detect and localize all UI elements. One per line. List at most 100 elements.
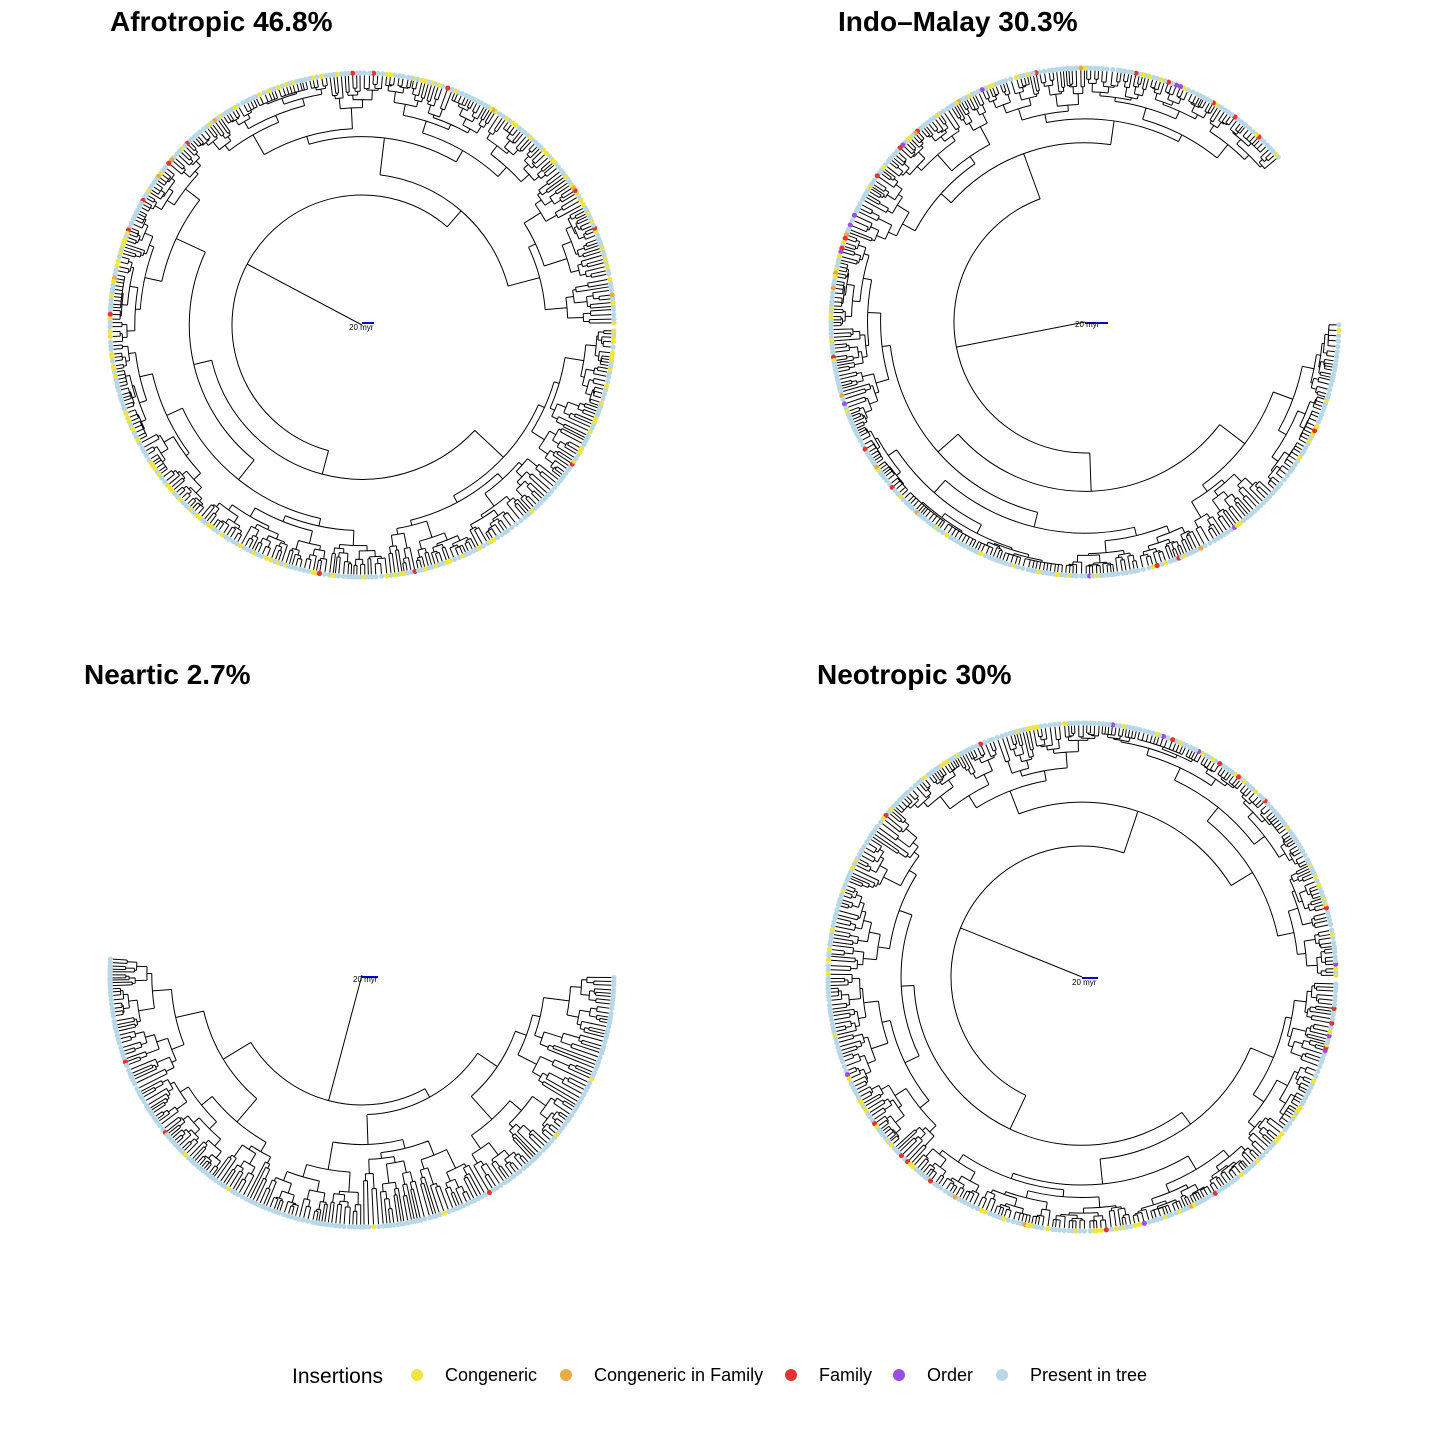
tip-marker xyxy=(392,572,398,578)
scale-bar: 20 myr xyxy=(353,975,378,984)
tip-marker xyxy=(1087,1228,1093,1234)
tip-marker xyxy=(115,258,121,264)
tip-marker xyxy=(1313,424,1320,430)
tip-marker xyxy=(110,1013,116,1019)
tip-marker xyxy=(1101,572,1107,578)
legend-label: Present in tree xyxy=(1030,1365,1147,1385)
scale-bar-label: 20 myr xyxy=(1072,978,1097,987)
tip-marker xyxy=(1001,1216,1007,1222)
tip-marker xyxy=(608,1010,614,1017)
tip-marker xyxy=(517,1168,523,1175)
tip-marker xyxy=(107,307,114,313)
tip-marker xyxy=(278,561,284,567)
tip-marker xyxy=(1061,721,1068,727)
tip-marker xyxy=(834,907,840,913)
tip-marker xyxy=(392,72,398,78)
tip-marker xyxy=(829,338,835,344)
tip-marker xyxy=(1160,733,1167,740)
tip-marker xyxy=(825,967,831,973)
tip-marker xyxy=(834,1040,840,1046)
tip-marker xyxy=(1005,1217,1011,1223)
tip-marker xyxy=(832,915,838,921)
tip-marker xyxy=(1333,966,1339,972)
tip-marker xyxy=(609,1005,615,1012)
tip-marker xyxy=(936,527,942,533)
tip-marker xyxy=(938,1185,944,1191)
tip-marker xyxy=(856,851,863,857)
tip-marker xyxy=(445,85,451,91)
tip-marker xyxy=(139,1095,145,1101)
tip-marker xyxy=(1329,1020,1335,1026)
tip-marker xyxy=(107,339,114,345)
tip-marker xyxy=(1173,82,1180,88)
panel-indo-malay: Indo–Malay 30.3% 20 myr xyxy=(828,6,1342,579)
tip-marker xyxy=(1295,458,1301,464)
tip-marker xyxy=(1333,354,1340,360)
tip-marker xyxy=(1325,391,1332,398)
tip-marker xyxy=(107,324,113,330)
tip-marker xyxy=(482,1192,488,1198)
tip-marker xyxy=(1312,428,1318,434)
tip-marker xyxy=(595,1059,602,1065)
panel-afrotropic: Afrotropic 46.8% 20 myr xyxy=(107,6,617,580)
tip-marker xyxy=(853,1091,860,1097)
tip-marker xyxy=(838,248,844,255)
tip-marker xyxy=(1015,564,1021,570)
tree-branches xyxy=(829,724,1334,1229)
tip-marker xyxy=(826,993,832,1000)
tip-marker xyxy=(611,320,617,326)
tip-marker xyxy=(536,1151,543,1157)
tip-marker xyxy=(603,383,610,389)
tip-marker xyxy=(108,346,114,353)
scale-bar: 20 myr xyxy=(349,322,374,332)
tip-marker xyxy=(1057,66,1063,72)
tip-marker xyxy=(1330,372,1337,378)
tip-marker xyxy=(437,1212,443,1218)
tip-marker xyxy=(464,1201,471,1207)
tip-marker xyxy=(254,551,260,557)
tip-marker xyxy=(859,196,866,203)
tip-marker xyxy=(1039,1225,1045,1231)
tip-marker xyxy=(830,349,836,355)
tip-marker xyxy=(341,1223,347,1229)
tip-marker xyxy=(300,1217,306,1223)
scale-bar: 20 myr xyxy=(1075,320,1108,329)
tip-marker xyxy=(611,311,617,318)
tip-marker xyxy=(1332,954,1338,960)
tip-marker xyxy=(113,267,119,273)
tip-marker xyxy=(1141,1220,1147,1226)
tip-marker xyxy=(1113,1226,1120,1232)
tip-marker xyxy=(543,150,549,156)
tip-marker xyxy=(862,446,868,452)
tip-marker xyxy=(494,534,501,541)
tip-marker xyxy=(293,79,299,85)
tip-marker xyxy=(568,1112,575,1118)
tip-marker xyxy=(610,299,616,306)
tip-marker xyxy=(354,70,360,76)
tip-marker xyxy=(235,1191,241,1198)
tip-marker xyxy=(456,554,462,561)
tip-marker xyxy=(1170,737,1176,743)
tip-marker xyxy=(1169,1212,1175,1218)
tip-marker xyxy=(1042,723,1048,729)
tip-marker xyxy=(1115,67,1121,73)
tip-marker xyxy=(159,475,165,481)
tip-marker xyxy=(604,378,611,385)
tip-marker xyxy=(611,974,617,981)
tip-marker xyxy=(174,151,180,157)
tip-marker xyxy=(840,396,846,403)
tip-marker xyxy=(1251,508,1258,514)
tip-marker xyxy=(361,1224,367,1230)
tip-marker xyxy=(601,391,607,397)
tip-marker xyxy=(846,1076,852,1082)
tip-marker xyxy=(513,521,520,527)
tree-branches xyxy=(832,69,1337,575)
tip-marker xyxy=(480,543,486,549)
tip-marker xyxy=(1017,73,1023,79)
tip-marker xyxy=(449,87,455,93)
tip-marker xyxy=(829,299,835,305)
tip-marker xyxy=(1336,333,1342,339)
tip-marker xyxy=(546,153,552,160)
tip-marker xyxy=(1054,571,1061,578)
